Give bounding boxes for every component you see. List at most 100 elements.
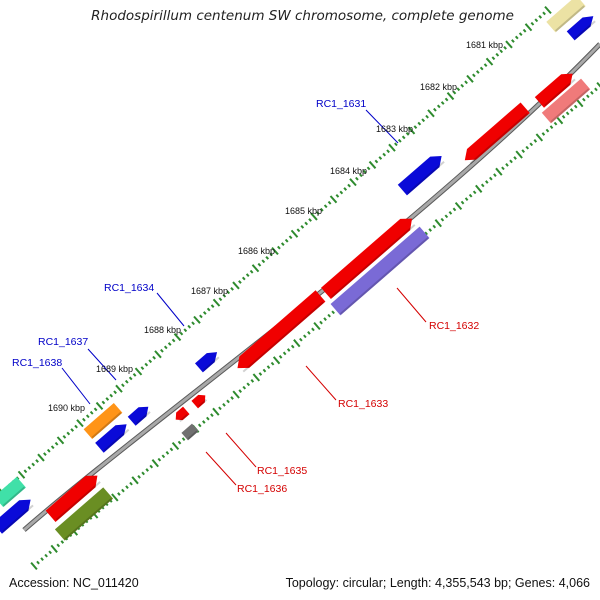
- scale-tick: [347, 183, 351, 188]
- scale-tick: [115, 384, 123, 393]
- scale-tick: [374, 159, 379, 164]
- scale-tick: [163, 345, 168, 350]
- scale-tick: [349, 178, 357, 187]
- scale-tick: [89, 410, 94, 415]
- scale-tick: [427, 109, 435, 118]
- scale-tick: [181, 437, 186, 442]
- gene-olive[interactable]: [54, 487, 114, 541]
- gene-rc1-1635-a[interactable]: [191, 392, 208, 409]
- scale-tick: [121, 383, 125, 388]
- scale-tick: [525, 145, 530, 150]
- gene-rc1-1638[interactable]: [95, 419, 131, 453]
- scale-tick: [132, 373, 137, 377]
- scale-tick: [27, 466, 32, 470]
- scale-tick: [544, 5, 552, 15]
- gene-rc1-1635-b[interactable]: [172, 406, 190, 424]
- scale-tick: [148, 359, 153, 364]
- scale-tick: [251, 264, 260, 273]
- scale-tick: [152, 355, 156, 360]
- scale-tick: [269, 252, 273, 257]
- scale-tick: [202, 420, 206, 424]
- gene-blue-left[interactable]: [0, 494, 35, 534]
- scale-tick: [222, 402, 226, 407]
- gene-pink[interactable]: [541, 78, 591, 124]
- scale-tick: [304, 221, 309, 226]
- scale-tick: [124, 379, 129, 384]
- scale-label: 1685 kbp: [285, 206, 322, 216]
- scale-tick: [261, 259, 266, 264]
- scale-tick: [513, 156, 517, 160]
- scale-tick: [226, 290, 231, 295]
- scale-tick: [495, 52, 500, 57]
- gene-orange[interactable]: [83, 402, 123, 440]
- scale-tick: [573, 104, 578, 109]
- scale-tick: [50, 445, 55, 450]
- scale-tick: [173, 333, 182, 342]
- gene-teal-partial[interactable]: [0, 476, 26, 508]
- scale-tick: [44, 553, 48, 558]
- scale-tick: [151, 459, 159, 468]
- scale-tick: [355, 176, 359, 181]
- scale-tick: [327, 313, 331, 318]
- scale-tick: [466, 74, 474, 83]
- gene-red-topright[interactable]: [534, 68, 577, 108]
- scale-tick: [197, 423, 202, 428]
- scale-tick: [518, 32, 523, 36]
- gene-label: RC1_1637: [38, 336, 88, 348]
- scale-tick: [242, 385, 247, 390]
- scale-tick: [290, 344, 295, 349]
- gene-red-right[interactable]: [460, 102, 530, 165]
- scale-tick: [300, 225, 305, 229]
- gene-rc1-1636[interactable]: [181, 423, 199, 441]
- scale-tick: [475, 70, 480, 74]
- scale-tick: [323, 204, 328, 209]
- scale-tick: [31, 462, 36, 467]
- scale-tick: [245, 273, 250, 277]
- leader-line: [87, 348, 117, 381]
- scale-tick: [533, 138, 538, 143]
- scale-tick: [454, 201, 463, 211]
- scale-tick: [436, 104, 441, 109]
- scale-tick: [586, 94, 590, 99]
- scale-tick: [226, 399, 230, 404]
- scale-tick: [74, 424, 78, 429]
- scale-tick: [386, 149, 390, 154]
- gene-red-lower[interactable]: [45, 470, 103, 522]
- gene-rc1-1633[interactable]: [233, 290, 326, 373]
- gene-blue-topright[interactable]: [566, 12, 598, 41]
- scale-tick: [382, 152, 387, 157]
- scale-tick: [529, 142, 534, 147]
- gene-label: RC1_1636: [237, 483, 287, 495]
- scale-tick: [238, 389, 242, 394]
- scale-label: 1690 kbp: [48, 403, 85, 413]
- gene-rc1-1632-red[interactable]: [321, 213, 417, 300]
- gene-label: RC1_1635: [257, 465, 307, 477]
- scale-tick: [210, 304, 215, 308]
- scale-tick: [432, 224, 437, 229]
- scale-tick: [210, 413, 214, 418]
- scale-tick: [456, 87, 461, 92]
- leader-line: [61, 367, 91, 405]
- leader-line: [365, 109, 399, 144]
- scale-tick: [145, 468, 149, 472]
- scale-tick: [93, 407, 98, 412]
- scale-tick: [485, 57, 494, 66]
- scale-tick: [515, 150, 523, 159]
- scale-tick: [499, 49, 504, 54]
- scale-tick: [250, 378, 255, 383]
- gene-blue-1637[interactable]: [127, 402, 152, 426]
- scale-tick: [56, 436, 65, 445]
- gene-rc1-1634[interactable]: [195, 348, 221, 373]
- gene-rc1-1631[interactable]: [397, 151, 446, 196]
- gene-label: RC1_1633: [338, 398, 388, 410]
- gene-tan-partial[interactable]: [546, 0, 586, 33]
- scale-tick: [157, 457, 162, 462]
- gene-rc1-1632-purple[interactable]: [330, 226, 430, 316]
- scale-tick: [218, 406, 222, 411]
- scale-tick: [368, 160, 377, 169]
- scale-tick: [46, 448, 51, 453]
- scale-tick: [569, 108, 574, 112]
- scale-tick: [511, 39, 515, 43]
- scale-tick: [503, 46, 507, 50]
